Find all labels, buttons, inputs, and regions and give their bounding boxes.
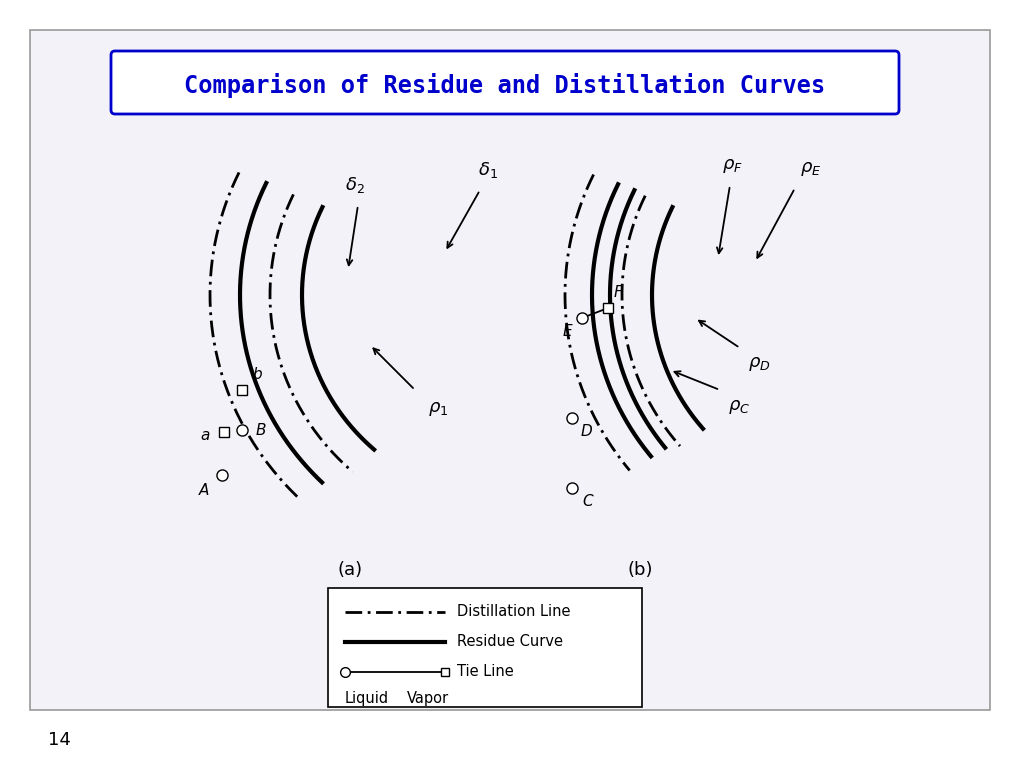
Text: $B$: $B$ [255, 422, 266, 438]
Text: $F$: $F$ [613, 284, 624, 300]
FancyBboxPatch shape [328, 588, 642, 707]
Text: $b$: $b$ [252, 366, 263, 382]
Text: 14: 14 [48, 731, 71, 749]
Text: $\delta_1$: $\delta_1$ [478, 160, 498, 180]
Text: $\rho_E$: $\rho_E$ [800, 160, 821, 178]
Text: Comparison of Residue and Distillation Curves: Comparison of Residue and Distillation C… [184, 72, 825, 98]
Text: $D$: $D$ [580, 423, 593, 439]
Text: $A$: $A$ [198, 482, 210, 498]
Text: Distillation Line: Distillation Line [457, 604, 570, 620]
Text: Vapor: Vapor [407, 690, 450, 706]
Text: $C$: $C$ [582, 493, 595, 509]
FancyBboxPatch shape [111, 51, 899, 114]
Text: $\rho_D$: $\rho_D$ [748, 355, 770, 373]
Text: $\rho_F$: $\rho_F$ [722, 157, 742, 175]
Text: Tie Line: Tie Line [457, 664, 514, 680]
Text: (a): (a) [338, 561, 362, 579]
Text: Residue Curve: Residue Curve [457, 634, 563, 650]
Text: (b): (b) [628, 561, 652, 579]
Text: $\rho_1$: $\rho_1$ [428, 400, 449, 418]
Text: $a$: $a$ [200, 428, 210, 442]
Text: $\delta_2$: $\delta_2$ [345, 175, 365, 195]
Text: $\rho_C$: $\rho_C$ [728, 398, 751, 416]
FancyBboxPatch shape [30, 30, 990, 710]
Text: $E$: $E$ [562, 323, 574, 339]
Text: Liquid: Liquid [345, 690, 389, 706]
